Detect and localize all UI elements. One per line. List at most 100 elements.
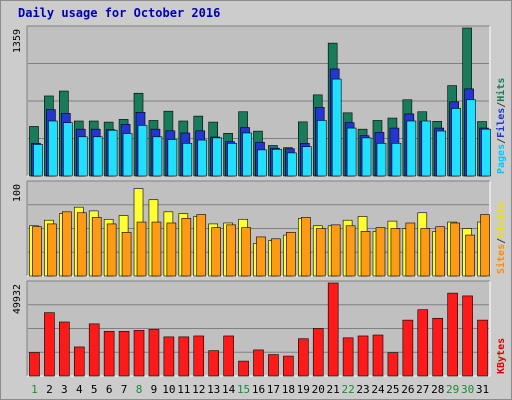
bar-kbytes-day-4 xyxy=(73,346,85,377)
x-tick-label: 16 xyxy=(252,383,265,396)
bar-pages-day-12 xyxy=(197,139,208,177)
x-tick-label: 5 xyxy=(91,383,98,396)
bar-kbytes-day-24 xyxy=(372,334,384,377)
bar-sites-day-6 xyxy=(106,223,117,277)
x-tick-label: 2 xyxy=(46,383,53,396)
bar-pages-day-31 xyxy=(481,128,491,177)
legend-label: / xyxy=(496,138,507,144)
bar-kbytes-day-23 xyxy=(357,335,369,377)
bar-sites-day-17 xyxy=(271,238,281,277)
x-tick-label: 31 xyxy=(476,383,489,396)
x-tick-label: 15 xyxy=(237,383,250,396)
bar-sites-day-3 xyxy=(62,211,72,277)
bar-sites-day-10 xyxy=(166,222,177,277)
bar-sites-day-5 xyxy=(91,217,102,277)
x-tick-label: 14 xyxy=(222,383,236,396)
bar-sites-day-8 xyxy=(136,221,147,277)
x-tick-label: 1 xyxy=(31,383,38,396)
bar-kbytes-day-28 xyxy=(432,317,444,377)
y-max-label-visits-sites: 100 xyxy=(12,184,23,202)
x-tick-label: 4 xyxy=(76,383,83,396)
bar-pages-day-14 xyxy=(227,143,237,177)
bar-kbytes-day-18 xyxy=(283,355,294,377)
bar-sites-day-21 xyxy=(330,224,341,277)
bar-sites-day-9 xyxy=(151,221,162,277)
bar-kbytes-day-6 xyxy=(103,330,115,377)
x-tick-label: 11 xyxy=(177,383,190,396)
x-tick-label: 21 xyxy=(327,383,340,396)
legend-hits-files-pages: Pages/Files/Hits xyxy=(495,78,507,174)
legend-label: / xyxy=(496,102,507,108)
bar-sites-day-30 xyxy=(465,234,475,277)
bar-pages-day-28 xyxy=(436,130,447,177)
bar-sites-day-18 xyxy=(286,231,296,277)
bar-pages-day-9 xyxy=(152,136,163,177)
bar-sites-day-13 xyxy=(211,227,221,277)
x-tick-label: 13 xyxy=(207,383,220,396)
bar-sites-day-2 xyxy=(47,223,57,277)
bar-kbytes-day-2 xyxy=(44,312,55,377)
bar-sites-day-25 xyxy=(390,228,401,277)
bar-pages-day-21 xyxy=(331,78,342,177)
bar-pages-day-16 xyxy=(257,149,267,177)
legend-label: Hits xyxy=(495,78,507,102)
bar-pages-day-29 xyxy=(451,108,461,177)
bar-kbytes-day-5 xyxy=(88,323,100,377)
bar-kbytes-day-13 xyxy=(208,350,219,377)
bar-kbytes-day-12 xyxy=(193,335,205,377)
legend-label: Visits xyxy=(495,202,507,238)
bar-kbytes-day-11 xyxy=(178,336,190,377)
bar-sites-day-4 xyxy=(76,212,87,277)
x-tick-label: 10 xyxy=(162,383,175,396)
bar-pages-day-6 xyxy=(107,129,118,177)
x-tick-label: 24 xyxy=(371,383,385,396)
bar-pages-day-17 xyxy=(272,149,282,177)
bar-kbytes-day-30 xyxy=(462,295,473,377)
bar-pages-day-13 xyxy=(212,137,222,177)
bar-kbytes-day-14 xyxy=(223,335,234,377)
bar-kbytes-day-3 xyxy=(59,321,70,377)
bar-sites-day-27 xyxy=(420,228,431,277)
bar-kbytes-day-27 xyxy=(417,309,429,377)
bar-pages-day-25 xyxy=(391,143,402,177)
y-max-label-kbytes: 49932 xyxy=(12,284,23,314)
bar-sites-day-24 xyxy=(375,227,386,277)
bar-pages-day-7 xyxy=(122,133,133,177)
bar-kbytes-day-22 xyxy=(342,337,354,377)
legend-label: KBytes xyxy=(496,338,507,374)
x-tick-label: 23 xyxy=(356,383,369,396)
x-tick-label: 30 xyxy=(461,383,474,396)
bar-kbytes-day-10 xyxy=(163,336,175,377)
bar-pages-day-26 xyxy=(406,120,417,177)
bar-sites-day-31 xyxy=(480,214,490,277)
bar-sites-day-22 xyxy=(345,225,356,277)
bar-pages-day-8 xyxy=(137,125,148,177)
bar-sites-day-29 xyxy=(450,222,460,277)
bar-pages-day-27 xyxy=(421,120,432,177)
x-tick-label: 9 xyxy=(151,383,158,396)
x-tick-label: 27 xyxy=(416,383,429,396)
bar-kbytes-day-31 xyxy=(477,319,488,377)
bar-pages-day-30 xyxy=(466,99,476,177)
chart-title: Daily usage for October 2016 xyxy=(18,6,221,20)
bar-sites-day-7 xyxy=(121,231,132,277)
bar-kbytes-day-15 xyxy=(238,360,249,377)
x-tick-label: 22 xyxy=(341,383,354,396)
x-tick-label: 20 xyxy=(312,383,325,396)
bar-kbytes-day-20 xyxy=(312,328,324,377)
bar-pages-day-20 xyxy=(316,120,327,177)
bar-kbytes-day-1 xyxy=(29,352,40,377)
bar-pages-day-4 xyxy=(77,136,88,177)
x-tick-label: 12 xyxy=(192,383,205,396)
bar-sites-day-16 xyxy=(256,236,266,277)
bar-pages-day-10 xyxy=(167,139,178,177)
bar-pages-day-15 xyxy=(242,132,252,177)
x-tick-label: 6 xyxy=(106,383,113,396)
bar-sites-day-20 xyxy=(315,228,326,277)
bar-kbytes-day-21 xyxy=(327,282,339,377)
bar-pages-day-24 xyxy=(376,143,387,177)
bar-kbytes-day-7 xyxy=(118,330,130,377)
legend-label: / xyxy=(496,238,507,244)
bar-kbytes-day-9 xyxy=(148,329,160,377)
